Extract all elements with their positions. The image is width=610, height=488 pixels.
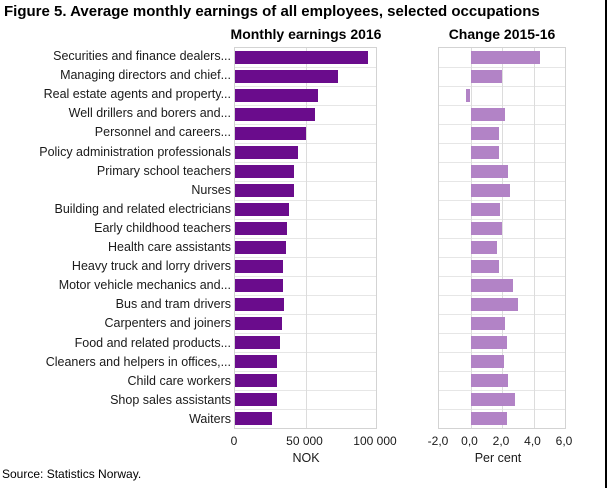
x-tick-label: -2,0 [427, 434, 449, 448]
earnings-bar [235, 317, 282, 330]
change-bar [470, 146, 499, 159]
change-bar [470, 222, 502, 235]
x-tick-label: 2,0 [492, 434, 510, 448]
change-bar [470, 374, 509, 387]
category-label: Nurses [191, 182, 231, 197]
earnings-bar [235, 374, 278, 387]
earnings-bar [235, 89, 319, 102]
category-label: Policy administration professionals [39, 144, 231, 159]
category-label: Bus and tram drivers [115, 297, 231, 312]
category-label: Heavy truck and lorry drivers [71, 259, 231, 274]
category-axis-labels: Securities and finance dealers... Managin… [0, 47, 231, 429]
earnings-bar [235, 298, 284, 311]
figure-title: Figure 5. Average monthly earnings of al… [4, 3, 540, 20]
category-label: Managing directors and chief... [60, 68, 231, 83]
earnings-bar [235, 51, 368, 64]
gridline-vertical [470, 48, 472, 428]
category-label: Early childhood teachers [94, 220, 231, 235]
earnings-bar-chart-plot [234, 47, 377, 429]
change-bar [470, 70, 502, 83]
change-bar [470, 51, 540, 64]
change-bar [470, 317, 506, 330]
earnings-bar [235, 108, 315, 121]
change-bar [470, 412, 507, 425]
x-tick-label: 0 [230, 434, 238, 448]
earnings-bar [235, 355, 278, 368]
x-tick-label: 6,0 [555, 434, 573, 448]
change-bar [470, 165, 509, 178]
gridline-vertical [533, 48, 535, 428]
earnings-bar [235, 127, 307, 140]
change-bar [470, 127, 499, 140]
category-label: Motor vehicle mechanics and... [58, 278, 231, 293]
gridline-vertical [502, 48, 503, 428]
change-bar [470, 355, 504, 368]
chart-title-change: Change 2015-16 [448, 26, 556, 42]
x-axis-unit-percent: Per cent [474, 451, 522, 465]
earnings-bar [235, 203, 289, 216]
change-bar [470, 260, 499, 273]
earnings-bar [235, 412, 272, 425]
source-note: Source: Statistics Norway. [2, 467, 142, 481]
category-label: Well drillers and borers and... [68, 106, 231, 121]
change-bar [470, 298, 518, 311]
earnings-bar [235, 70, 338, 83]
category-label: Building and related electricians [54, 201, 232, 216]
x-tick-label: 100 000 [353, 434, 397, 448]
earnings-bar [235, 146, 299, 159]
chart-title-monthly-earnings: Monthly earnings 2016 [230, 26, 382, 42]
earnings-bar [235, 279, 283, 292]
change-bar [470, 203, 501, 216]
x-tick-label: 50 000 [286, 434, 323, 448]
earnings-bar [235, 393, 278, 406]
change-bar [465, 89, 471, 102]
category-label: Child care workers [127, 373, 231, 388]
category-label: Waiters [189, 411, 231, 426]
category-label: Primary school teachers [96, 163, 231, 178]
change-bar-chart-plot [438, 47, 566, 429]
change-bar [470, 393, 515, 406]
category-label: Carpenters and joiners [104, 316, 231, 331]
earnings-bar [235, 336, 281, 349]
category-label: Shop sales assistants [110, 392, 231, 407]
x-tick-label: 4,0 [524, 434, 541, 448]
category-label: Health care assistants [108, 240, 231, 254]
gridline-vertical [305, 48, 307, 428]
category-label: Personnel and careers... [94, 125, 231, 140]
earnings-bar [235, 222, 288, 235]
change-bar [470, 336, 507, 349]
x-axis-unit-nok: NOK [292, 451, 320, 465]
change-bar [470, 108, 506, 121]
category-label: Cleaners and helpers in offices,... [45, 354, 231, 369]
category-label: Food and related products... [74, 335, 231, 350]
earnings-bar [235, 260, 283, 273]
earnings-bar [235, 184, 294, 197]
x-tick-label: 0,0 [461, 434, 478, 448]
category-label: Securities and finance dealers... [53, 49, 231, 63]
change-bar [470, 184, 510, 197]
category-label: Real estate agents and property... [43, 87, 231, 102]
earnings-bar [235, 165, 295, 178]
window-edge [605, 0, 607, 488]
change-bar [470, 279, 514, 292]
change-bar [470, 241, 498, 254]
earnings-bar [235, 241, 287, 254]
